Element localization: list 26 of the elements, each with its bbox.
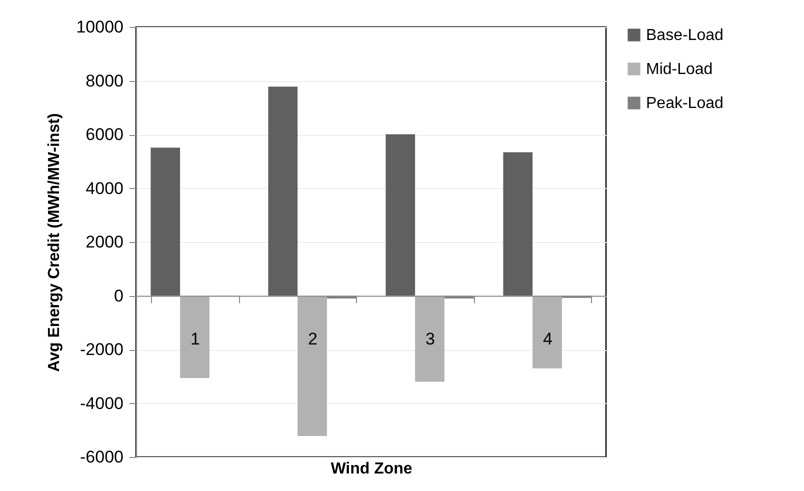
bar: [298, 296, 327, 436]
bar: [532, 296, 562, 368]
y-tick-label: -6000: [80, 448, 124, 466]
y-tick-label: 8000: [86, 71, 124, 90]
bar: [268, 86, 298, 296]
bar: [150, 148, 180, 296]
legend-label: Base-Load: [646, 27, 724, 44]
x-tick-label: 3: [426, 329, 435, 348]
bar: [180, 296, 210, 378]
y-tick-label: 0: [114, 286, 124, 306]
bar: [415, 296, 444, 382]
y-tick-label: 4000: [86, 178, 124, 198]
legend-label: Mid-Load: [646, 61, 713, 78]
y-tick-label: -2000: [80, 340, 124, 359]
x-tick-label: 4: [543, 329, 552, 348]
y-axis-title: Avg Energy Credit (MWh/MW-inst): [46, 113, 64, 372]
y-tick-label: 6000: [86, 125, 124, 144]
x-tick-label: 1: [190, 329, 200, 348]
x-tick-label: 2: [308, 329, 318, 348]
legend-label: Peak-Load: [646, 95, 724, 112]
y-tick-label: 2000: [86, 232, 124, 252]
y-tick-label: 10000: [76, 18, 124, 36]
y-tick-label: -4000: [80, 394, 124, 413]
bar: [503, 152, 533, 296]
x-axis-title: Wind Zone: [330, 460, 412, 478]
bar: [386, 134, 416, 296]
